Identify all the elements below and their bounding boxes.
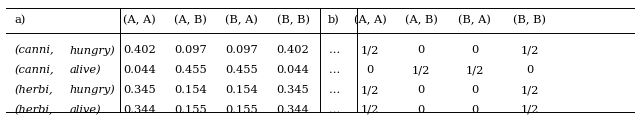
Text: (A, A): (A, A) bbox=[353, 15, 387, 25]
Text: …: … bbox=[328, 105, 340, 115]
Text: (herbi,: (herbi, bbox=[14, 85, 52, 95]
Text: 0.345: 0.345 bbox=[276, 85, 310, 95]
Text: 0: 0 bbox=[471, 105, 479, 115]
Text: 1/2: 1/2 bbox=[521, 105, 539, 115]
Text: alive): alive) bbox=[69, 65, 100, 75]
Text: 0.044: 0.044 bbox=[123, 65, 156, 75]
Text: 1/2: 1/2 bbox=[521, 45, 539, 55]
Text: (herbi,: (herbi, bbox=[14, 105, 52, 115]
Text: (B, A): (B, A) bbox=[225, 15, 259, 25]
Text: 1/2: 1/2 bbox=[412, 65, 430, 75]
Text: 0.155: 0.155 bbox=[225, 105, 259, 115]
Text: 0.402: 0.402 bbox=[123, 45, 156, 55]
Text: hungry): hungry) bbox=[69, 45, 115, 56]
Text: 1/2: 1/2 bbox=[361, 45, 379, 55]
Text: 0.455: 0.455 bbox=[174, 65, 207, 75]
Text: 0.344: 0.344 bbox=[123, 105, 156, 115]
Text: 1/2: 1/2 bbox=[361, 105, 379, 115]
Text: 0.344: 0.344 bbox=[276, 105, 310, 115]
Text: 0: 0 bbox=[471, 45, 479, 55]
Text: a): a) bbox=[14, 15, 26, 25]
Text: 0.345: 0.345 bbox=[123, 85, 156, 95]
Text: (canni,: (canni, bbox=[14, 65, 54, 75]
Text: 0.455: 0.455 bbox=[225, 65, 259, 75]
Text: 0.154: 0.154 bbox=[225, 85, 259, 95]
Text: 0.044: 0.044 bbox=[276, 65, 310, 75]
Text: (B, B): (B, B) bbox=[513, 15, 547, 25]
Text: (canni,: (canni, bbox=[14, 45, 54, 55]
Text: 0.097: 0.097 bbox=[174, 45, 207, 55]
Text: b): b) bbox=[328, 15, 340, 25]
Text: hungry): hungry) bbox=[69, 85, 115, 95]
Text: (A, B): (A, B) bbox=[404, 15, 438, 25]
Text: 0: 0 bbox=[417, 105, 425, 115]
Text: (A, A): (A, A) bbox=[123, 15, 156, 25]
Text: 0: 0 bbox=[526, 65, 534, 75]
Text: 0: 0 bbox=[417, 45, 425, 55]
Text: 0: 0 bbox=[417, 85, 425, 95]
Text: …: … bbox=[328, 85, 340, 95]
Text: 1/2: 1/2 bbox=[521, 85, 539, 95]
Text: …: … bbox=[328, 45, 340, 55]
Text: (A, B): (A, B) bbox=[174, 15, 207, 25]
Text: alive): alive) bbox=[69, 105, 100, 115]
Text: 0.097: 0.097 bbox=[225, 45, 259, 55]
Text: …: … bbox=[328, 65, 340, 75]
Text: 0.155: 0.155 bbox=[174, 105, 207, 115]
Text: (B, B): (B, B) bbox=[276, 15, 310, 25]
Text: 0.154: 0.154 bbox=[174, 85, 207, 95]
Text: 0.402: 0.402 bbox=[276, 45, 310, 55]
Text: 0: 0 bbox=[471, 85, 479, 95]
Text: 1/2: 1/2 bbox=[361, 85, 379, 95]
Text: (B, A): (B, A) bbox=[458, 15, 492, 25]
Text: 0: 0 bbox=[366, 65, 374, 75]
Text: 1/2: 1/2 bbox=[466, 65, 484, 75]
